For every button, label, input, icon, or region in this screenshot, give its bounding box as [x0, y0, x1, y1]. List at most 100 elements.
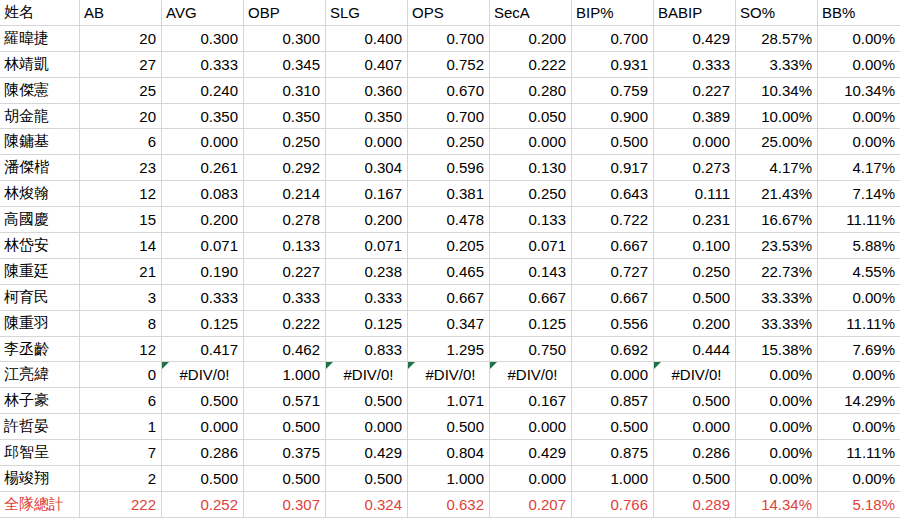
- stat-cell[interactable]: 0.250: [244, 129, 326, 155]
- stat-cell[interactable]: 0.500: [408, 414, 490, 440]
- stat-cell[interactable]: 7: [80, 440, 162, 466]
- stat-cell[interactable]: 28.57%: [736, 26, 818, 52]
- stat-cell[interactable]: 0.280: [490, 78, 572, 104]
- column-header[interactable]: 姓名: [0, 0, 80, 26]
- error-cell[interactable]: #DIV/0!: [490, 362, 572, 388]
- stat-cell[interactable]: 0.347: [408, 311, 490, 337]
- stat-cell[interactable]: 25.00%: [736, 129, 818, 155]
- stat-cell[interactable]: 6: [80, 129, 162, 155]
- stat-cell[interactable]: 0.345: [244, 52, 326, 78]
- stat-cell[interactable]: 22.73%: [736, 259, 818, 285]
- stat-cell[interactable]: 0.417: [162, 337, 244, 363]
- stat-cell[interactable]: 0.333: [244, 285, 326, 311]
- column-header[interactable]: AB: [80, 0, 162, 26]
- player-name-cell[interactable]: 林岱安: [0, 233, 80, 259]
- stat-cell[interactable]: 23.53%: [736, 233, 818, 259]
- stat-cell[interactable]: 15.38%: [736, 337, 818, 363]
- stat-cell[interactable]: 0.596: [408, 155, 490, 181]
- stat-cell[interactable]: 0.310: [244, 78, 326, 104]
- stat-cell[interactable]: 0.000: [326, 414, 408, 440]
- stat-cell[interactable]: 0.278: [244, 207, 326, 233]
- stat-cell[interactable]: 0.222: [490, 52, 572, 78]
- stat-cell[interactable]: 1: [80, 414, 162, 440]
- stat-cell[interactable]: 11.11%: [818, 440, 900, 466]
- error-cell[interactable]: #DIV/0!: [654, 362, 736, 388]
- player-name-cell[interactable]: 潘傑楷: [0, 155, 80, 181]
- stat-cell[interactable]: 12: [80, 181, 162, 207]
- stat-cell[interactable]: 0.500: [572, 129, 654, 155]
- stat-cell[interactable]: 0.304: [326, 155, 408, 181]
- error-cell[interactable]: #DIV/0!: [408, 362, 490, 388]
- stat-cell[interactable]: 0.167: [326, 181, 408, 207]
- player-name-cell[interactable]: 柯育民: [0, 285, 80, 311]
- stat-cell[interactable]: 0.400: [326, 26, 408, 52]
- stat-cell[interactable]: 0.300: [244, 26, 326, 52]
- stat-cell[interactable]: 5.88%: [818, 233, 900, 259]
- stat-cell[interactable]: 4.17%: [818, 155, 900, 181]
- stat-cell[interactable]: 0.00%: [818, 26, 900, 52]
- stat-cell[interactable]: 0.000: [654, 129, 736, 155]
- stat-cell[interactable]: 0.500: [326, 388, 408, 414]
- stat-cell[interactable]: 0.300: [162, 26, 244, 52]
- stat-cell[interactable]: 0.727: [572, 259, 654, 285]
- stat-cell[interactable]: 0.667: [408, 285, 490, 311]
- stat-cell[interactable]: 0.752: [408, 52, 490, 78]
- stat-cell[interactable]: 1.000: [408, 466, 490, 492]
- stat-cell[interactable]: 0.465: [408, 259, 490, 285]
- player-name-cell[interactable]: 胡金龍: [0, 104, 80, 130]
- stat-cell[interactable]: 12: [80, 337, 162, 363]
- player-name-cell[interactable]: 羅暐捷: [0, 26, 80, 52]
- stat-cell[interactable]: 0.500: [654, 466, 736, 492]
- stat-cell[interactable]: 0.00%: [736, 362, 818, 388]
- stat-cell[interactable]: 0.804: [408, 440, 490, 466]
- stat-cell[interactable]: 11.11%: [818, 207, 900, 233]
- stat-cell[interactable]: 0.00%: [736, 414, 818, 440]
- stat-cell[interactable]: 0.857: [572, 388, 654, 414]
- column-header[interactable]: SLG: [326, 0, 408, 26]
- column-header[interactable]: OBP: [244, 0, 326, 26]
- stat-cell[interactable]: 0.643: [572, 181, 654, 207]
- stat-cell[interactable]: 0.00%: [818, 129, 900, 155]
- total-label-cell[interactable]: 全隊總計: [0, 492, 80, 518]
- player-name-cell[interactable]: 林焌翰: [0, 181, 80, 207]
- stat-cell[interactable]: 0.00%: [818, 52, 900, 78]
- stat-cell[interactable]: 3.33%: [736, 52, 818, 78]
- stat-cell[interactable]: 0.167: [490, 388, 572, 414]
- player-name-cell[interactable]: 林子豪: [0, 388, 80, 414]
- total-stat-cell[interactable]: 0.307: [244, 492, 326, 518]
- stat-cell[interactable]: 0.00%: [818, 414, 900, 440]
- stat-cell[interactable]: 0.00%: [736, 388, 818, 414]
- stat-cell[interactable]: 0.478: [408, 207, 490, 233]
- stat-cell[interactable]: 21: [80, 259, 162, 285]
- stat-cell[interactable]: 0.759: [572, 78, 654, 104]
- stat-cell[interactable]: 0.500: [572, 414, 654, 440]
- stat-cell[interactable]: 0.000: [162, 129, 244, 155]
- stat-cell[interactable]: 0.389: [654, 104, 736, 130]
- column-header[interactable]: SecA: [490, 0, 572, 26]
- stat-cell[interactable]: 3: [80, 285, 162, 311]
- stat-cell[interactable]: 0.500: [162, 388, 244, 414]
- stat-cell[interactable]: 20: [80, 104, 162, 130]
- stat-cell[interactable]: 0.900: [572, 104, 654, 130]
- stat-cell[interactable]: 10.00%: [736, 104, 818, 130]
- error-cell[interactable]: #DIV/0!: [162, 362, 244, 388]
- column-header[interactable]: SO%: [736, 0, 818, 26]
- stat-cell[interactable]: 6: [80, 388, 162, 414]
- error-cell[interactable]: #DIV/0!: [326, 362, 408, 388]
- stat-cell[interactable]: 0.670: [408, 78, 490, 104]
- stat-cell[interactable]: 0.500: [244, 466, 326, 492]
- stat-cell[interactable]: 0.050: [490, 104, 572, 130]
- stat-cell[interactable]: 0.190: [162, 259, 244, 285]
- stat-cell[interactable]: 33.33%: [736, 311, 818, 337]
- column-header[interactable]: BABIP: [654, 0, 736, 26]
- total-stat-cell[interactable]: 222: [80, 492, 162, 518]
- stat-cell[interactable]: 0.500: [654, 388, 736, 414]
- stat-cell[interactable]: 0.125: [490, 311, 572, 337]
- stat-cell[interactable]: 0.000: [490, 414, 572, 440]
- stat-cell[interactable]: 0.231: [654, 207, 736, 233]
- total-stat-cell[interactable]: 0.289: [654, 492, 736, 518]
- stat-cell[interactable]: 0.286: [162, 440, 244, 466]
- stat-cell[interactable]: 0.250: [490, 181, 572, 207]
- stat-cell[interactable]: 0.931: [572, 52, 654, 78]
- stat-cell[interactable]: 33.33%: [736, 285, 818, 311]
